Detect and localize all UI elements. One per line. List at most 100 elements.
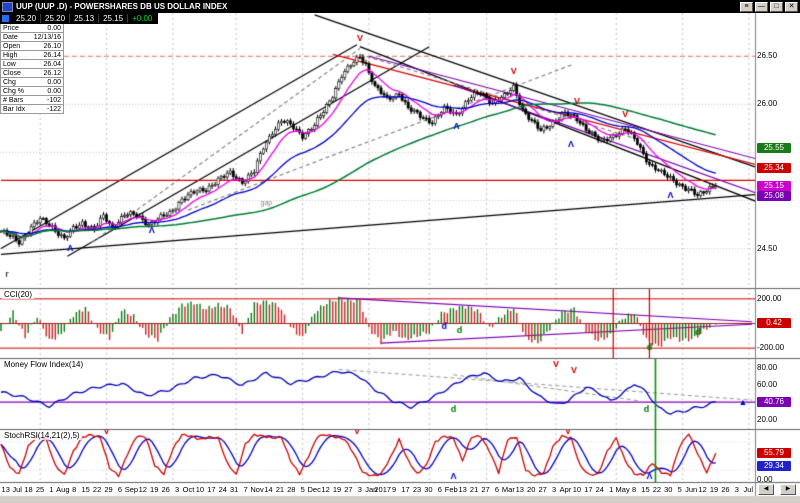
date-label-60: Jun [685, 485, 698, 494]
info-label: Chg [3, 79, 16, 86]
info-row-price: Price 0.00 [0, 24, 64, 33]
price-axis-label-1: 26.00 [757, 99, 778, 109]
cci-axis-label-0: 200.00 [757, 293, 782, 303]
mfi-axis-label-2: 40.76 [757, 397, 791, 408]
menu-button[interactable]: ≡ [740, 1, 753, 12]
date-label-25: 28 [287, 485, 296, 494]
info-label: High [3, 52, 18, 59]
date-label-34: 9 [392, 485, 397, 494]
date-label-40: 13 [458, 485, 467, 494]
quote-value-3: 25.15 [99, 14, 129, 23]
date-label-42: 27 [481, 485, 490, 494]
date-label-5: Aug [56, 485, 70, 494]
close-button[interactable]: ✕ [785, 1, 798, 12]
date-label-1: Jul [12, 485, 22, 494]
date-label-51: 17 [584, 485, 593, 494]
date-label-58: 30 [664, 485, 673, 494]
scroll-right-button[interactable]: ▶ [780, 484, 796, 495]
date-label-44: Mar [501, 485, 515, 494]
date-label-49: Apr [559, 485, 572, 494]
date-label-55: 8 [631, 485, 637, 494]
date-label-47: 27 [538, 485, 547, 494]
date-label-18: 17 [207, 485, 216, 494]
date-label-7: 15 [81, 485, 90, 494]
date-label-24: 21 [275, 485, 285, 494]
mfi-axis-label-1: 60.00 [757, 380, 778, 390]
info-label: Date [3, 34, 18, 41]
info-value: 12/13/16 [33, 34, 61, 41]
info-row-open: Open 26.10 [0, 42, 64, 51]
date-label-12: 12 [138, 485, 147, 494]
date-label-50: 10 [572, 485, 582, 494]
date-label-52: 24 [595, 485, 604, 494]
date-label-27: Dec [307, 485, 321, 494]
info-label: # Bars [3, 97, 24, 104]
cci-panel-label: CCI(20) [2, 290, 35, 299]
price-axis-label-6: 24.50 [757, 243, 778, 253]
date-label-41: 21 [469, 485, 479, 494]
info-row-low: Low 26.04 [0, 60, 64, 69]
maximize-button[interactable]: □ [770, 1, 783, 12]
date-label-14: 26 [161, 485, 170, 494]
info-label: Price [3, 25, 19, 32]
date-label-20: 31 [230, 485, 239, 494]
date-label-13: 19 [150, 485, 159, 494]
date-axis[interactable]: 13 Jul 18 25 1 Aug 8 15 22 29 6 Sep 12 19 26 3 Oct 10 17 24… [0, 483, 756, 496]
date-label-23: 14 [264, 485, 273, 494]
info-value: 26.14 [43, 52, 61, 59]
info-row--bars: # Bars -102 [0, 96, 64, 105]
scroll-left-button[interactable]: ◀ [758, 484, 774, 495]
date-label-4: 1 [49, 485, 54, 494]
quote-value-2: 25.13 [70, 14, 100, 23]
info-value: 26.12 [43, 70, 61, 77]
info-value: 0.00 [47, 25, 61, 32]
date-label-63: 26 [721, 485, 730, 494]
date-label-2: 18 [24, 485, 33, 494]
date-label-48: 3 [551, 485, 557, 494]
date-label-31: 3 [357, 485, 362, 494]
info-row-close: Close 26.12 [0, 69, 64, 78]
date-label-36: 23 [412, 485, 422, 494]
date-label-56: 15 [641, 485, 650, 494]
info-row-date: Date 12/13/16 [0, 33, 64, 42]
info-value: -102 [46, 97, 61, 104]
date-label-15: 3 [174, 485, 180, 494]
mfi-panel-label: Money Flow Index(14) [2, 360, 86, 369]
info-label: Low [3, 61, 16, 68]
stoch-axis-label-2: 0.00 [757, 474, 773, 484]
date-label-9: 29 [104, 485, 113, 494]
date-label-3: 25 [35, 485, 45, 494]
date-label-21: 7 [243, 485, 248, 494]
app-icon [2, 1, 13, 12]
date-label-43: 6 [494, 485, 500, 494]
date-label-54: May [615, 485, 630, 494]
window-title: UUP (UUP .D) - POWERSHARES DB US DOLLAR … [16, 2, 228, 11]
mfi-axis-label-3: 20.00 [757, 415, 778, 425]
quote-value-1: 25.20 [41, 14, 71, 23]
stochrsi-panel-label: StochRSI(14,21(2),5) [2, 431, 82, 440]
quote-strip: 25.20 25.20 25.13 25.15 +0.00 [0, 13, 159, 24]
date-label-16: Oct [182, 485, 195, 494]
quote-value-0: 25.20 [12, 14, 42, 23]
date-label-39: Feb [444, 485, 458, 494]
date-label-62: 19 [709, 485, 719, 494]
date-label-30: 27 [344, 485, 353, 494]
date-label-8: 22 [92, 485, 102, 494]
cci-axis-label-1: 0.42 [757, 318, 791, 329]
stoch-axis-label-1: 29.34 [757, 460, 791, 471]
info-value: 26.04 [43, 61, 61, 68]
date-label-22: Nov [250, 485, 264, 494]
stoch-axis-label-0: 55.79 [757, 448, 791, 459]
date-label-11: Sep [124, 485, 139, 494]
date-label-53: 1 [609, 485, 614, 494]
date-label-46: 20 [527, 485, 536, 494]
mfi-axis-label-0: 80.00 [757, 362, 778, 372]
info-value: -122 [46, 106, 61, 113]
info-value: 26.10 [43, 43, 61, 50]
info-row-chg-: Chg % 0.00 [0, 87, 64, 96]
minimize-button[interactable]: — [755, 1, 768, 12]
info-label: Open [3, 43, 21, 50]
data-window: Price 0.00 Date 12/13/16 Open 26.10 High 26.14 L… [0, 24, 64, 114]
